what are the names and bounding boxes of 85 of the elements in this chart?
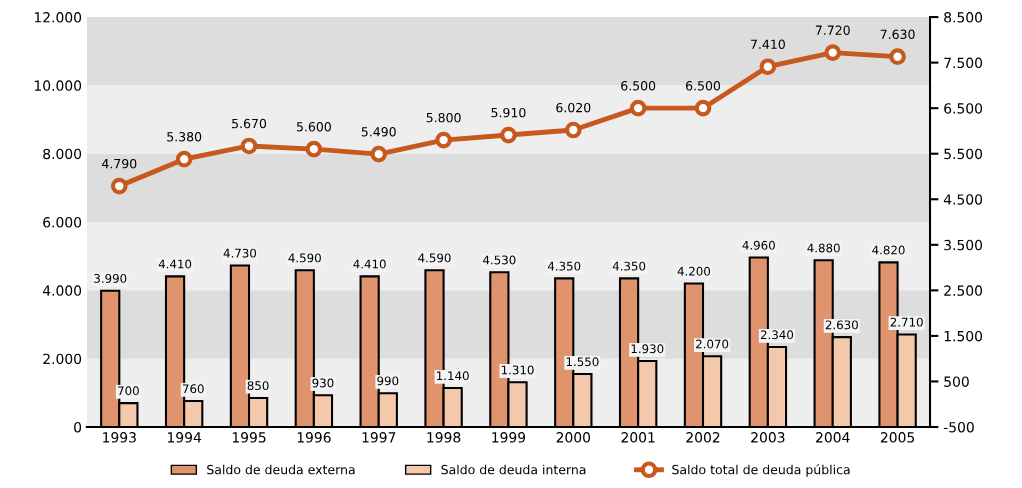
x-tick-label: 1999 [492, 432, 526, 443]
data-label: 6.500 [621, 81, 656, 91]
data-label: 2.070 [696, 339, 729, 349]
point [435, 131, 452, 149]
data-label: 4.880 [807, 243, 840, 253]
y-tick-label: 0 [74, 421, 82, 433]
data-label: 5.380 [167, 132, 202, 142]
x-tick-label: 2002 [686, 432, 720, 443]
data-label: 5.910 [491, 107, 526, 118]
data-label: 4.820 [872, 245, 905, 255]
data-label: 700 [118, 386, 139, 396]
x-tick-label: 1998 [427, 432, 461, 443]
point [175, 150, 193, 168]
point [564, 121, 582, 139]
point [694, 99, 712, 117]
y2-tick-label: 8.500 [944, 12, 983, 23]
data-label: 7.630 [880, 29, 915, 40]
y2-tick-label: 500 [944, 376, 969, 387]
data-label: 850 [247, 381, 269, 391]
data-label: 7.720 [815, 25, 850, 35]
y2-tick-label: 7.500 [944, 57, 983, 69]
data-label: 4.410 [353, 259, 386, 269]
point [759, 58, 777, 76]
x-tick-label: 2001 [621, 432, 655, 443]
data-label: 1.140 [437, 371, 469, 381]
y-tick-label: 8.000 [43, 148, 82, 160]
x-tick-label: 1997 [362, 432, 396, 443]
y2-tick-label: 2.500 [944, 285, 983, 296]
data-label: 7.410 [751, 39, 785, 50]
data-label: 760 [182, 384, 204, 394]
data-label: 5.490 [361, 127, 396, 137]
point [824, 44, 842, 61]
data-label: 4.350 [612, 261, 646, 271]
data-label: 1.310 [501, 365, 534, 375]
x-tick-label: 2000 [556, 432, 591, 443]
y2-tick-label: 1.500 [944, 330, 983, 342]
point [629, 99, 647, 117]
data-label: 4.350 [547, 261, 581, 271]
data-label: 5.670 [232, 118, 267, 129]
point [240, 137, 258, 155]
legend-label: Saldo total de deuda pública [672, 464, 850, 477]
data-label: 1.550 [566, 357, 599, 367]
x-tick-label: 1996 [297, 432, 331, 443]
legend-label: Saldo de deuda interna [441, 464, 586, 475]
x-tick-label: 2004 [816, 432, 850, 443]
data-label: 3.990 [94, 273, 127, 283]
y-tick-label: 2.000 [43, 353, 82, 365]
data-label: 2.630 [825, 320, 858, 330]
data-label: 930 [312, 378, 334, 388]
data-label: 5.800 [426, 112, 461, 123]
data-label: 4.530 [483, 255, 516, 265]
point [889, 48, 906, 66]
data-label: 4.590 [418, 253, 451, 263]
data-label: 4.200 [677, 266, 711, 276]
y2-tick-label: 5.500 [944, 148, 983, 160]
data-label: 1.930 [631, 344, 664, 354]
y2-tick-label: 3.500 [944, 239, 983, 251]
y2-tick-label: 4.500 [943, 194, 983, 205]
legend-label: Saldo de deuda externa [207, 464, 355, 475]
x-tick-label: 2005 [880, 432, 915, 443]
data-label: 5.600 [296, 122, 331, 132]
y2-tick-label: -500 [943, 421, 974, 433]
data-label: 2.340 [760, 330, 794, 340]
y2-tick-label: 6.500 [944, 103, 983, 114]
x-tick-label: 1995 [232, 432, 266, 443]
y-tick-label: 10.000 [34, 80, 82, 91]
point [370, 145, 388, 163]
point [110, 177, 128, 195]
x-tick-label: 2003 [751, 432, 785, 443]
y-tick-label: 12.000 [34, 12, 82, 23]
x-tick-label: 1993 [103, 432, 136, 443]
point [305, 140, 323, 158]
data-label: 4.790 [102, 158, 137, 169]
x-tick-label: 1994 [168, 432, 202, 443]
data-label: 4.590 [288, 253, 321, 263]
data-label: 6.500 [686, 81, 721, 91]
data-label: 990 [377, 376, 399, 386]
y-tick-label: 4.000 [42, 285, 82, 296]
data-label: 2.710 [890, 317, 923, 327]
data-label: 6.020 [556, 102, 591, 113]
data-label: 4.410 [158, 259, 192, 269]
point [500, 126, 517, 144]
y-tick-label: 6.000 [43, 217, 82, 228]
data-label: 4.960 [742, 240, 775, 250]
data-label: 4.730 [223, 248, 257, 258]
